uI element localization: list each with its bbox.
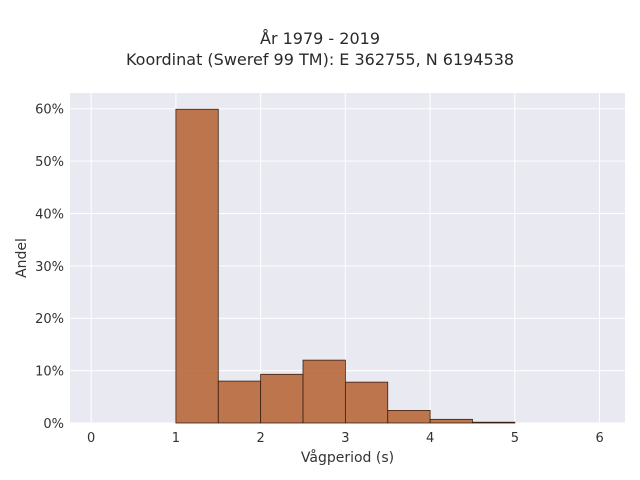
x-tick: 2 bbox=[257, 431, 265, 446]
y-axis-label: Andel bbox=[14, 238, 30, 278]
histogram-bar bbox=[472, 421, 516, 424]
x-tick: 4 bbox=[426, 431, 434, 446]
y-tick: 0% bbox=[43, 417, 64, 432]
histogram-bar bbox=[344, 381, 389, 424]
y-tick-label: 0% bbox=[43, 417, 64, 432]
y-axis-ticks: 0% 10% 20% 30% 40% 50% 60% bbox=[35, 103, 64, 432]
x-tick: 5 bbox=[511, 431, 519, 446]
histogram-bar bbox=[429, 418, 473, 424]
x-tick-label: 5 bbox=[511, 431, 519, 446]
x-tick: 3 bbox=[341, 431, 349, 446]
histogram-bar bbox=[387, 410, 431, 424]
x-tick: 1 bbox=[172, 431, 180, 446]
x-tick: 0 bbox=[87, 431, 95, 446]
y-tick: 40% bbox=[35, 207, 64, 222]
chart-title: År 1979 - 2019 bbox=[260, 29, 380, 48]
y-tick-label: 40% bbox=[35, 207, 64, 222]
x-axis-label: Vågperiod (s) bbox=[301, 449, 394, 466]
x-tick-label: 6 bbox=[595, 431, 603, 446]
x-tick-label: 2 bbox=[257, 431, 265, 446]
histogram-bar bbox=[217, 380, 262, 424]
y-tick-label: 50% bbox=[35, 155, 64, 170]
y-tick: 10% bbox=[35, 365, 64, 380]
x-tick-label: 1 bbox=[172, 431, 180, 446]
x-tick-label: 3 bbox=[341, 431, 349, 446]
x-axis-ticks: 0 1 2 3 4 5 6 bbox=[87, 431, 604, 446]
y-tick-label: 10% bbox=[35, 365, 64, 380]
y-tick: 50% bbox=[35, 155, 64, 170]
histogram-bar bbox=[302, 359, 346, 424]
plot-area bbox=[70, 93, 625, 423]
y-tick-label: 30% bbox=[35, 260, 64, 275]
x-tick: 6 bbox=[595, 431, 603, 446]
y-tick-label: 60% bbox=[35, 103, 64, 118]
y-tick: 30% bbox=[35, 260, 64, 275]
y-tick: 60% bbox=[35, 103, 64, 118]
x-tick-label: 4 bbox=[426, 431, 434, 446]
histogram-bar bbox=[260, 373, 304, 424]
histogram-bar bbox=[175, 108, 219, 424]
histogram-bars bbox=[175, 108, 516, 424]
y-tick-label: 20% bbox=[35, 312, 64, 327]
chart-subtitle: Koordinat (Sweref 99 TM): E 362755, N 61… bbox=[125, 50, 515, 69]
y-tick: 20% bbox=[35, 312, 64, 327]
x-tick-label: 0 bbox=[87, 431, 95, 446]
